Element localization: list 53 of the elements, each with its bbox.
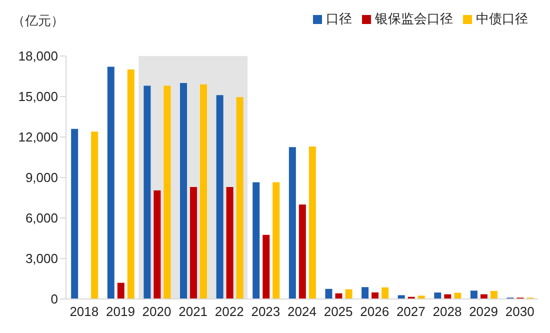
bar — [71, 128, 78, 299]
bar — [434, 292, 442, 299]
bar — [398, 295, 405, 299]
x-tick-label: 2026 — [360, 304, 390, 320]
bar — [127, 70, 134, 299]
bar — [216, 95, 224, 299]
x-tick-label: 2028 — [432, 304, 462, 320]
x-tick-label: 2030 — [505, 304, 534, 320]
legend-label: 银保监会口径 — [375, 11, 453, 26]
bar — [362, 287, 369, 299]
bar — [372, 292, 379, 299]
bar — [288, 147, 296, 299]
bar — [298, 204, 306, 299]
bar — [490, 290, 498, 299]
x-tick-label: 2021 — [178, 304, 208, 320]
bar — [117, 282, 124, 299]
x-tick-label: 2025 — [324, 304, 353, 320]
bar — [252, 182, 260, 299]
y-tick-label: 15,000 — [18, 89, 58, 104]
bar — [272, 182, 280, 299]
bar — [164, 86, 171, 299]
bar — [107, 66, 114, 299]
legend-label: 中债口径 — [476, 11, 528, 26]
x-tick-label: 2020 — [142, 304, 172, 320]
x-tick-label: 2029 — [469, 304, 498, 320]
bar — [262, 234, 270, 299]
y-tick-label: 9,000 — [25, 170, 58, 186]
bar — [382, 287, 389, 299]
x-tick-label: 2023 — [251, 304, 280, 320]
y-axis-title: （亿元） — [12, 12, 64, 30]
legend-label: 口径 — [326, 11, 352, 26]
y-tick-label: 0 — [50, 292, 58, 307]
y-tick-label: 18,000 — [18, 48, 58, 64]
x-tick-label: 2019 — [106, 304, 135, 320]
x-tick-label: 2024 — [288, 304, 316, 320]
bar — [144, 86, 151, 299]
bar — [470, 290, 478, 299]
bar — [154, 190, 161, 299]
bar — [308, 146, 316, 299]
y-tick-label: 3,000 — [25, 251, 58, 266]
bar — [91, 132, 98, 299]
y-tick-label: 6,000 — [25, 210, 58, 226]
bar — [200, 84, 208, 299]
bar — [236, 97, 244, 299]
bar — [190, 186, 198, 299]
bar — [345, 289, 352, 299]
x-tick-label: 2018 — [70, 304, 99, 320]
bar — [226, 186, 234, 299]
y-tick-label: 12,000 — [18, 130, 58, 145]
x-tick-label: 2027 — [396, 304, 426, 320]
bar — [180, 83, 188, 299]
bar — [325, 288, 332, 299]
x-tick-label: 2022 — [214, 304, 244, 320]
